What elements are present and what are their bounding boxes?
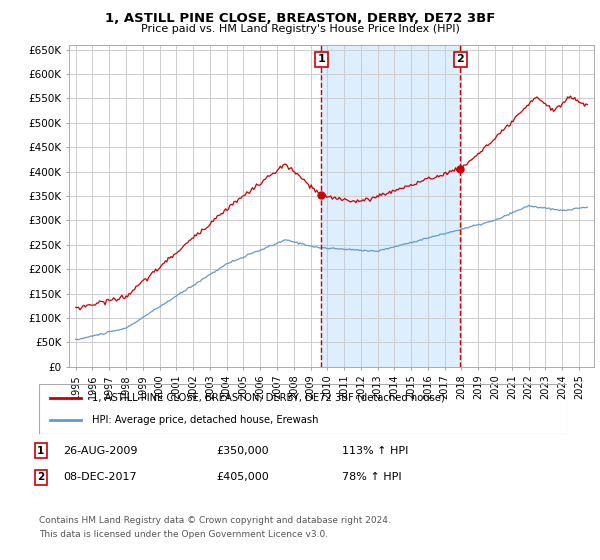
Text: HPI: Average price, detached house, Erewash: HPI: Average price, detached house, Erew… <box>92 415 319 425</box>
Text: 1, ASTILL PINE CLOSE, BREASTON, DERBY, DE72 3BF (detached house): 1, ASTILL PINE CLOSE, BREASTON, DERBY, D… <box>92 393 445 403</box>
Text: 08-DEC-2017: 08-DEC-2017 <box>63 472 137 482</box>
Text: 1: 1 <box>317 54 325 64</box>
Text: Price paid vs. HM Land Registry's House Price Index (HPI): Price paid vs. HM Land Registry's House … <box>140 24 460 34</box>
Text: 2: 2 <box>457 54 464 64</box>
Text: £350,000: £350,000 <box>216 446 269 456</box>
Text: This data is licensed under the Open Government Licence v3.0.: This data is licensed under the Open Gov… <box>39 530 328 539</box>
Text: £405,000: £405,000 <box>216 472 269 482</box>
Text: 26-AUG-2009: 26-AUG-2009 <box>63 446 137 456</box>
Text: 113% ↑ HPI: 113% ↑ HPI <box>342 446 409 456</box>
Text: Contains HM Land Registry data © Crown copyright and database right 2024.: Contains HM Land Registry data © Crown c… <box>39 516 391 525</box>
Text: 78% ↑ HPI: 78% ↑ HPI <box>342 472 401 482</box>
Text: 2: 2 <box>37 472 44 482</box>
Text: 1, ASTILL PINE CLOSE, BREASTON, DERBY, DE72 3BF: 1, ASTILL PINE CLOSE, BREASTON, DERBY, D… <box>105 12 495 25</box>
Bar <box>322 45 460 367</box>
Text: 1: 1 <box>37 446 44 456</box>
